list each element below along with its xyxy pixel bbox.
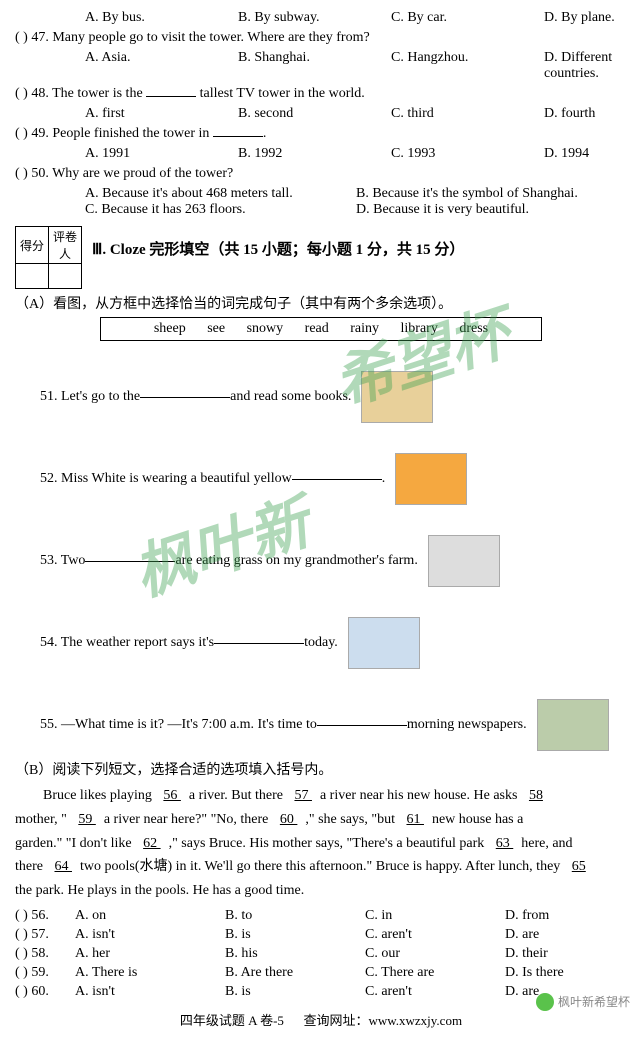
weather-image (348, 617, 420, 669)
q59-options: ( ) 59.A. There isB. Are thereC. There a… (15, 965, 627, 981)
opt-a: A. By bus. (15, 10, 168, 26)
section-3-header: Ⅲ. Cloze 完形填空（共 15 小题；每小题 1 分，共 15 分） (15, 226, 627, 271)
opt-a: A. 1991 (15, 146, 168, 162)
opt-d: D. 1994 (474, 146, 627, 162)
q49-prompt: ( ) 49. People finished the tower in . (15, 126, 627, 142)
q50-options: A. Because it's about 468 meters tall. B… (15, 186, 627, 202)
blank (140, 397, 230, 398)
wechat-icon (536, 993, 554, 1011)
blank (213, 136, 263, 137)
q46-options: A. By bus. B. By subway. C. By car. D. B… (15, 10, 627, 26)
sheep-image (428, 535, 500, 587)
q48-options: A. first B. second C. third D. fourth (15, 106, 627, 122)
blank (317, 725, 407, 726)
opt-c: C. Hangzhou. (321, 50, 474, 82)
newspaper-image (537, 699, 609, 751)
opt-c: C. third (321, 106, 474, 122)
cloze-passage: Bruce likes playing 56 a river. But ther… (15, 784, 627, 903)
opt-b: B. second (168, 106, 321, 122)
wechat-source: 枫叶新希望杯 (536, 993, 630, 1011)
word-box: sheep see snowy read rainy library dress (100, 317, 542, 341)
q53: 53. Two are eating grass on my grandmoth… (40, 535, 627, 587)
blank (292, 479, 382, 480)
q48-prompt: ( ) 48. The tower is the tallest TV towe… (15, 86, 627, 102)
opt-a: A. Because it's about 468 meters tall. (85, 186, 356, 202)
opt-d: D. Because it is very beautiful. (356, 202, 627, 218)
q56-options: ( ) 56.A. onB. toC. inD. from (15, 908, 627, 924)
opt-b: B. 1992 (168, 146, 321, 162)
opt-c: C. Because it has 263 floors. (85, 202, 356, 218)
q58-options: ( ) 58.A. herB. hisC. ourD. their (15, 946, 627, 962)
opt-b: B. Because it's the symbol of Shanghai. (356, 186, 627, 202)
opt-a: A. first (15, 106, 168, 122)
opt-a: A. Asia. (15, 50, 168, 82)
library-image (361, 371, 433, 423)
q47-prompt: ( ) 47. Many people go to visit the towe… (15, 30, 627, 46)
q52: 52. Miss White is wearing a beautiful ye… (40, 453, 627, 505)
q49-options: A. 1991 B. 1992 C. 1993 D. 1994 (15, 146, 627, 162)
opt-c: C. 1993 (321, 146, 474, 162)
opt-b: B. Shanghai. (168, 50, 321, 82)
opt-c: C. By car. (321, 10, 474, 26)
part-a-instruction: （A）看图，从方框中选择恰当的词完成句子（其中有两个多余选项）。 (15, 293, 627, 313)
opt-d: D. Different countries. (474, 50, 627, 82)
dress-image (395, 453, 467, 505)
page-footer: 四年级试题 A 卷-5 查询网址：www.xwzxjy.com (15, 1010, 627, 1029)
q50-prompt: ( ) 50. Why are we proud of the tower? (15, 166, 627, 182)
q47-options: A. Asia. B. Shanghai. C. Hangzhou. D. Di… (15, 50, 627, 82)
q55: 55. —What time is it? —It's 7:00 a.m. It… (40, 699, 627, 751)
q57-options: ( ) 57.A. isn'tB. isC. aren'tD. are (15, 927, 627, 943)
blank (146, 96, 196, 97)
blank (214, 643, 304, 644)
q54: 54. The weather report says it's today. (40, 617, 627, 669)
q51: 51. Let's go to the and read some books. (40, 371, 627, 423)
part-b-instruction: （B）阅读下列短文，选择合适的选项填入括号内。 (15, 759, 627, 779)
score-table: 得分评卷人 (15, 226, 82, 289)
opt-b: B. By subway. (168, 10, 321, 26)
blank (85, 561, 175, 562)
opt-d: D. fourth (474, 106, 627, 122)
opt-d: D. By plane. (474, 10, 627, 26)
